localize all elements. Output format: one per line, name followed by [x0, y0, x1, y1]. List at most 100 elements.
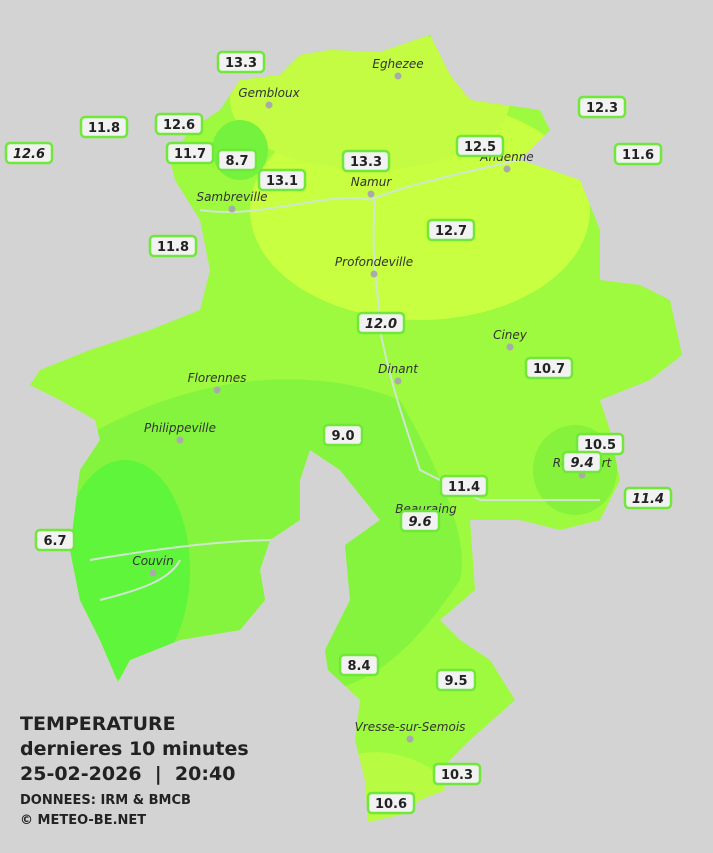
- station: 11.4: [623, 486, 673, 510]
- city-label: Eghezee: [372, 57, 423, 71]
- station: 11.7: [165, 141, 215, 165]
- station: 11.8: [148, 234, 198, 258]
- station-box: [577, 95, 627, 119]
- station: 6.7: [34, 528, 76, 552]
- station-value: 8.7: [225, 154, 248, 169]
- city-dot: [213, 386, 221, 394]
- station-box: [435, 668, 477, 692]
- city-label: Couvin: [132, 554, 173, 568]
- station-box: [455, 134, 505, 158]
- station-box: [561, 450, 603, 474]
- city-label: Namur: [351, 175, 393, 189]
- station-box: [426, 218, 476, 242]
- city-label: Dinant: [378, 362, 419, 376]
- city-dot: [265, 101, 273, 109]
- city-dot: [149, 569, 157, 577]
- station-box: [4, 141, 54, 165]
- station: 10.7: [524, 356, 574, 380]
- station-box: [34, 528, 76, 552]
- station-box: [623, 486, 673, 510]
- station-value: 12.7: [435, 224, 467, 239]
- station-value: 11.7: [174, 147, 206, 162]
- station: 8.4: [338, 653, 380, 677]
- station: 13.3: [216, 50, 266, 74]
- station: 9.5: [435, 668, 477, 692]
- station-value: 11.6: [622, 148, 654, 163]
- station: 11.6: [613, 142, 663, 166]
- station-value: 12.5: [464, 140, 496, 155]
- city-label: Vresse-sur-Semois: [355, 720, 466, 734]
- station-box: [524, 356, 574, 380]
- station-box: [216, 148, 258, 172]
- station-value: 12.3: [586, 101, 618, 116]
- station-value: 9.6: [408, 515, 431, 530]
- station-value: 6.7: [43, 534, 66, 549]
- station-value: 10.5: [584, 438, 616, 453]
- station: 10.3: [432, 762, 482, 786]
- station: 12.0: [356, 311, 406, 335]
- station-value: 12.0: [365, 317, 397, 332]
- station-value: 9.0: [331, 429, 354, 444]
- city-label: Ciney: [493, 328, 528, 342]
- city-label: Philippeville: [144, 421, 216, 435]
- station-value: 9.4: [570, 456, 593, 471]
- station: 12.3: [577, 95, 627, 119]
- city-dot: [394, 377, 402, 385]
- station-box: [216, 50, 266, 74]
- city-dot: [503, 165, 511, 173]
- station-value: 11.8: [88, 121, 120, 136]
- station-value: 12.6: [163, 118, 195, 133]
- legend-datetime: 25-02-2026 | 20:40: [20, 763, 235, 785]
- station: 12.6: [154, 112, 204, 136]
- station-box: [439, 474, 489, 498]
- station: 11.4: [439, 474, 489, 498]
- station-box: [79, 115, 129, 139]
- station: 11.8: [79, 115, 129, 139]
- station-box: [613, 142, 663, 166]
- city-label: Sambreville: [196, 190, 267, 204]
- city-label: Florennes: [188, 371, 247, 385]
- station-value: 8.4: [347, 659, 370, 674]
- station-value: 11.8: [157, 240, 189, 255]
- station-value: 10.7: [533, 362, 565, 377]
- legend: TEMPERATURE dernieres 10 minutes 25-02-2…: [20, 713, 249, 828]
- city-label: Gembloux: [238, 86, 300, 100]
- station-box: [432, 762, 482, 786]
- station: 9.0: [322, 423, 364, 447]
- station-value: 9.5: [444, 674, 467, 689]
- station-value: 13.1: [266, 174, 298, 189]
- station-box: [399, 509, 441, 533]
- city-dot: [176, 436, 184, 444]
- station-box: [341, 149, 391, 173]
- station-box: [165, 141, 215, 165]
- city-dot: [406, 735, 414, 743]
- city-label: Profondeville: [335, 255, 413, 269]
- station-box: [338, 653, 380, 677]
- station-value: 12.6: [13, 147, 45, 162]
- station-box: [148, 234, 198, 258]
- legend-title: TEMPERATURE: [20, 713, 176, 735]
- station: 9.6: [399, 509, 441, 533]
- station-value: 10.6: [375, 797, 407, 812]
- station: 12.7: [426, 218, 476, 242]
- station-box: [322, 423, 364, 447]
- station-box: [356, 311, 406, 335]
- station-value: 10.3: [441, 768, 473, 783]
- station-box: [366, 791, 416, 815]
- city-dot: [367, 190, 375, 198]
- legend-subtitle: dernieres 10 minutes: [20, 738, 249, 760]
- station: 13.1: [257, 168, 307, 192]
- station-value: 11.4: [448, 480, 480, 495]
- station: 13.3: [341, 149, 391, 173]
- station: 12.6: [4, 141, 54, 165]
- city-dot: [394, 72, 402, 80]
- station: 9.4: [561, 450, 603, 474]
- station-value: 13.3: [350, 155, 382, 170]
- city-dot: [228, 205, 236, 213]
- station-box: [257, 168, 307, 192]
- station: 12.5: [455, 134, 505, 158]
- legend-source: DONNEES: IRM & BMCB: [20, 793, 191, 808]
- city-dot: [370, 270, 378, 278]
- station: 8.7: [216, 148, 258, 172]
